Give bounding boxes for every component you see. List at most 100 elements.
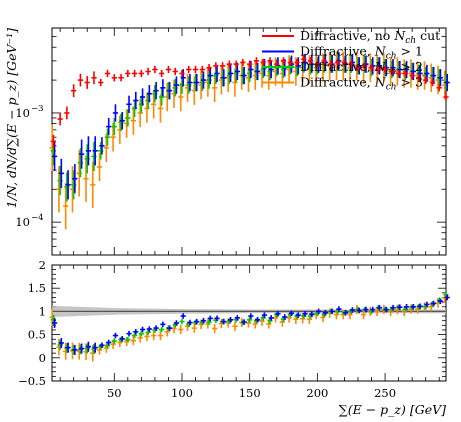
data-point [125,69,131,78]
data-point [139,326,146,333]
data-point [424,64,430,83]
data-point [206,319,212,325]
data-point [214,64,220,83]
data-point [157,330,164,341]
data-point [126,330,132,337]
data-point [288,310,295,317]
data-point [241,66,247,85]
legend-entry: Diffractive, Nch > 2 [262,59,423,77]
data-point [125,109,131,127]
y-tick-label: 10 [15,215,30,229]
data-point [309,311,315,317]
data-point [133,329,139,335]
data-point [397,304,403,311]
data-point [410,303,416,310]
data-point [72,164,78,194]
data-point [92,136,98,166]
data-point [103,133,109,162]
data-point [144,331,150,342]
data-point [194,73,200,92]
data-point [145,67,151,76]
data-point [368,64,375,72]
y-axis-label: 1/N, dN/d∑(E − p_z) [GeV⁻¹] [4,28,19,208]
data-point [130,335,136,346]
data-point [130,106,136,135]
data-point [282,314,288,320]
data-point [247,60,253,68]
data-point [111,117,117,136]
data-point [63,183,69,230]
data-point [51,317,58,329]
data-point [376,304,383,311]
data-point [437,298,444,304]
data-point [187,319,193,326]
data-point [106,117,112,136]
data-point [248,313,254,319]
data-point [104,342,111,349]
x-axis-label: ∑(E − p_z) [GeV] [339,402,446,417]
data-point [207,315,213,322]
data-point [160,79,166,97]
data-point [294,58,300,67]
data-point [119,335,125,342]
data-point [199,65,205,74]
data-point [179,318,185,325]
data-point [255,316,261,323]
data-point [180,69,186,87]
data-point [207,66,213,85]
data-point [444,73,450,92]
data-point [96,152,103,182]
data-point [227,64,234,83]
data-point [396,69,402,78]
data-point [65,342,71,353]
data-point [308,57,314,65]
data-point [65,170,71,200]
data-point [157,94,164,123]
data-point [172,67,178,76]
data-point [403,303,410,310]
data-point [133,91,139,110]
data-point [187,73,193,92]
data-point [287,58,293,67]
data-point [99,137,105,155]
y-tick-label: 1.5 [28,281,46,295]
data-point [145,329,151,336]
data-point [192,65,199,74]
data-point [267,57,273,65]
data-point [232,321,238,331]
data-point [85,341,92,352]
data-point [91,71,97,85]
data-point [118,74,124,82]
data-point [151,90,157,119]
data-point [417,64,423,83]
data-point [110,122,116,152]
data-point [71,84,77,98]
data-point [191,323,197,333]
data-point [138,330,144,337]
data-point [173,320,180,326]
data-point [437,69,444,87]
data-point [280,57,287,65]
data-point [268,315,274,321]
data-point [180,313,186,319]
data-point [194,318,200,325]
data-point [125,336,131,343]
data-point [221,318,227,325]
data-point [119,112,125,130]
data-point [410,62,416,81]
data-point [431,66,437,85]
data-point [178,82,184,112]
data-point [341,58,348,67]
y-tick-label-exponent: −3 [31,104,44,114]
data-point [301,55,307,63]
data-point [84,76,90,89]
data-point [72,344,78,355]
data-point [64,106,70,120]
data-point [322,310,328,316]
data-point [213,62,219,70]
data-point [178,324,184,335]
data-point [90,161,96,208]
data-point [389,67,395,76]
